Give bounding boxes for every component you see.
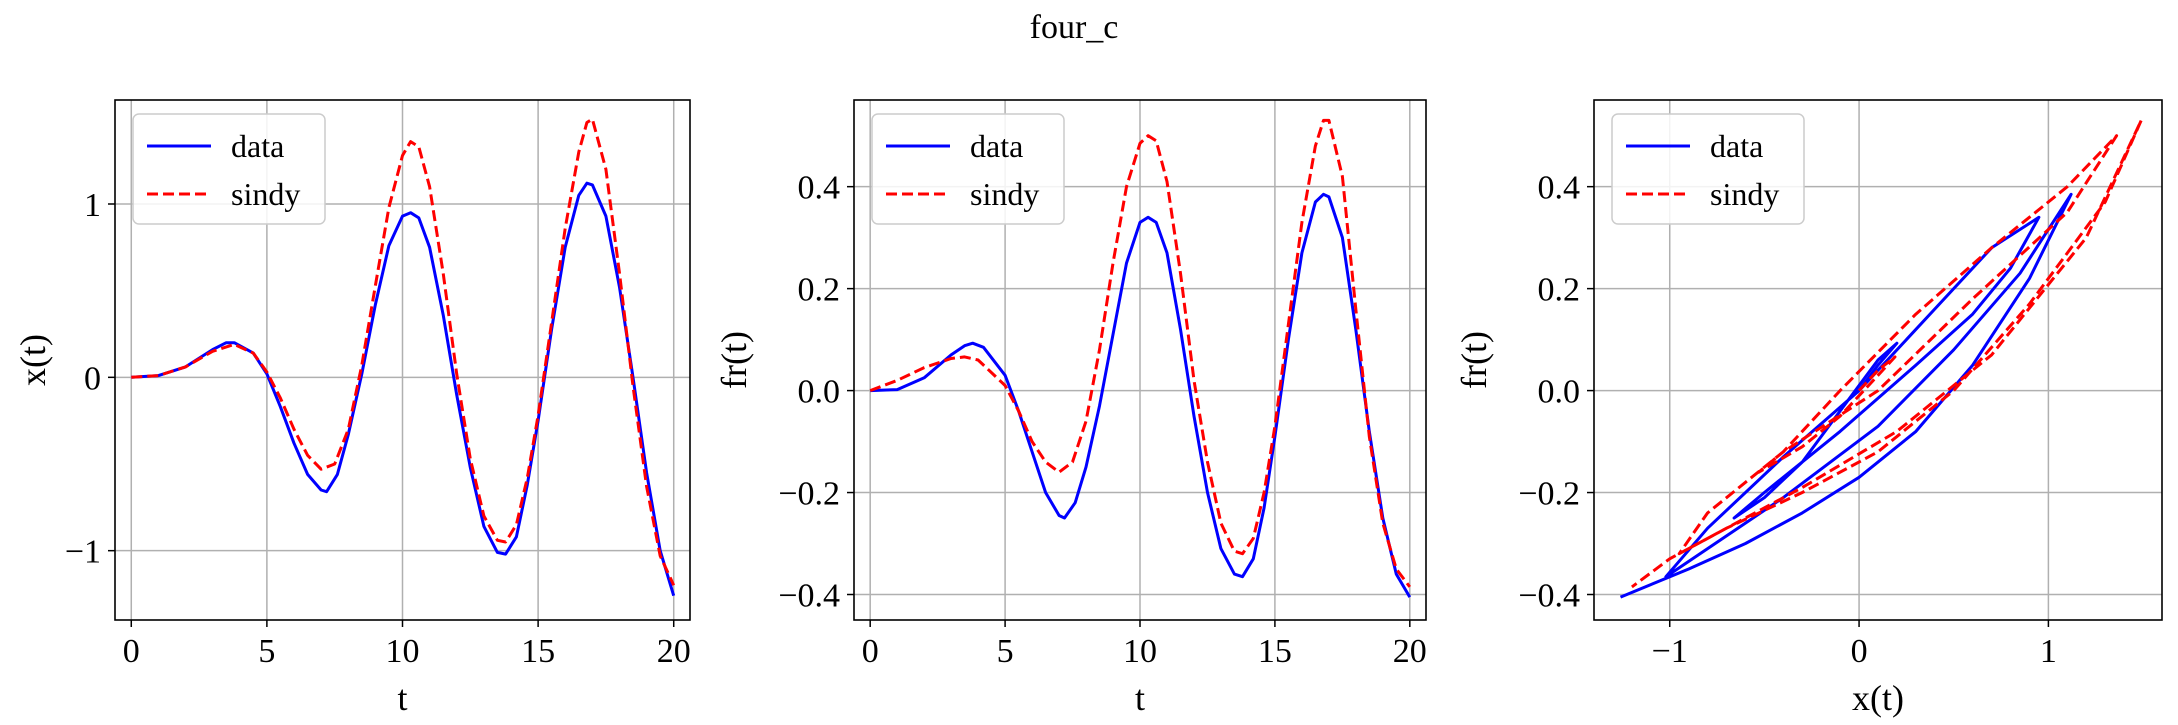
y-tick-label: 0.2	[1538, 272, 1581, 309]
subplot-3: −1 0 1 −0.4 −0.2 0.0 0.2 0.4 x(t) fr(t) data sindy	[1454, 99, 2163, 718]
x-tick-label: 0	[123, 633, 140, 670]
legend-label-sindy: sindy	[231, 176, 300, 212]
x-tick-label: 10	[1123, 633, 1157, 670]
legend-label-data: data	[1710, 128, 1763, 164]
legend-box	[132, 113, 326, 225]
x-tick-label: 10	[386, 633, 420, 670]
y-axis-label: fr(t)	[1454, 331, 1494, 389]
x-tick-label: 1	[2040, 633, 2057, 670]
y-axis-label: x(t)	[13, 334, 53, 386]
x-tick-label: −1	[1652, 633, 1688, 670]
y-tick-label: 0.4	[1538, 170, 1581, 207]
x-axis-label: t	[397, 678, 407, 718]
y-tick-label: −0.4	[1518, 578, 1580, 615]
x-tick-label: 15	[1258, 633, 1292, 670]
x-axis-label: x(t)	[1852, 678, 1904, 718]
axes-frame	[1593, 99, 2163, 621]
figure-title: four_c	[1030, 9, 1119, 46]
y-tick-label: −0.4	[778, 578, 840, 615]
y-axis-label: fr(t)	[714, 331, 754, 389]
x-axis-label: t	[1135, 678, 1145, 718]
subplot-2: 0 5 10 15 20 −0.4 −0.2 0.0 0.2 0.4 t fr(t) data sindy	[714, 99, 1427, 718]
series-line-data	[870, 192, 1412, 598]
y-tick-label: −0.2	[1518, 476, 1580, 513]
x-tick-label: 0	[1851, 633, 1868, 670]
y-tick-label: 0	[84, 360, 101, 397]
x-tick-label: 15	[521, 633, 555, 670]
y-tick-label: 0.0	[1538, 374, 1581, 411]
x-tick-label: 5	[997, 633, 1014, 670]
y-tick-label: 1	[84, 187, 101, 224]
subplot-1: 0 5 10 15 20 −1 0 1 t x(t) data sindy	[13, 99, 691, 718]
y-tick-label: −0.2	[778, 476, 840, 513]
x-tick-label: 5	[258, 633, 275, 670]
legend: data sindy	[1611, 113, 1805, 225]
series-line-sindy	[1631, 118, 2143, 589]
y-tick-label: 0.2	[798, 272, 841, 309]
series-line-sindy	[131, 117, 676, 586]
legend-label-sindy: sindy	[970, 176, 1039, 212]
legend-box	[1611, 113, 1805, 225]
x-tick-label: 20	[1393, 633, 1427, 670]
legend: data sindy	[132, 113, 326, 225]
legend-label-data: data	[231, 128, 284, 164]
x-tick-label: 0	[862, 633, 879, 670]
legend: data sindy	[871, 113, 1065, 225]
legend-label-sindy: sindy	[1710, 176, 1779, 212]
legend-box	[871, 113, 1065, 225]
x-tick-label: 20	[657, 633, 691, 670]
y-tick-label: 0.0	[798, 374, 841, 411]
legend-label-data: data	[970, 128, 1023, 164]
y-tick-label: −1	[65, 534, 101, 571]
series-line-data	[1619, 192, 2073, 599]
series-line-sindy	[869, 118, 1411, 588]
y-tick-label: 0.4	[798, 170, 841, 207]
